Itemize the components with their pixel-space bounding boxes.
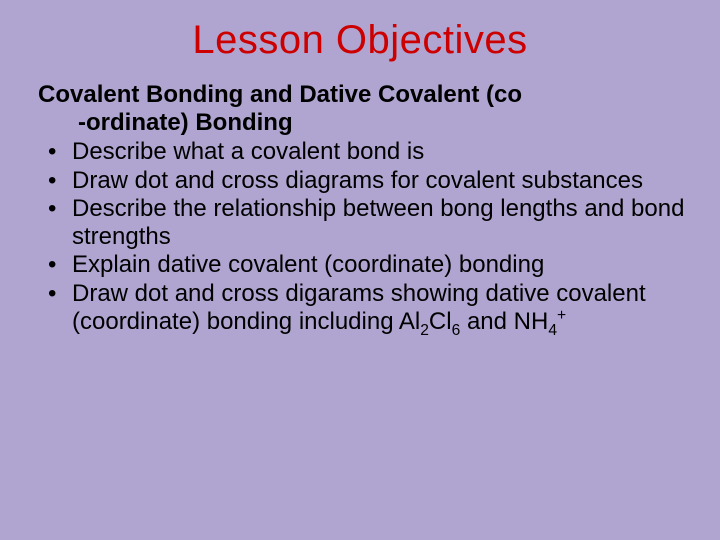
slide: Lesson Objectives Covalent Bonding and D… bbox=[0, 0, 720, 540]
subheading-line-2: -ordinate) Bonding bbox=[38, 109, 686, 137]
subscript: 2 bbox=[420, 322, 429, 339]
list-item: Draw dot and cross diagrams for covalent… bbox=[38, 167, 686, 195]
subscript: 4 bbox=[548, 322, 557, 339]
list-item: Explain dative covalent (coordinate) bon… bbox=[38, 251, 686, 279]
list-item: Describe the relationship between bong l… bbox=[38, 195, 686, 252]
bullet5-text: Cl bbox=[429, 308, 452, 335]
subheading: Covalent Bonding and Dative Covalent (co… bbox=[34, 81, 686, 136]
subscript: 6 bbox=[452, 322, 461, 339]
superscript: + bbox=[557, 307, 566, 324]
bullet5-text: and NH bbox=[460, 308, 548, 335]
slide-title: Lesson Objectives bbox=[34, 18, 686, 63]
subheading-line-1: Covalent Bonding and Dative Covalent (co bbox=[38, 81, 522, 108]
bullet-list: Describe what a covalent bond is Draw do… bbox=[34, 138, 686, 336]
list-item: Describe what a covalent bond is bbox=[38, 138, 686, 166]
list-item: Draw dot and cross digarams showing dati… bbox=[38, 280, 686, 337]
